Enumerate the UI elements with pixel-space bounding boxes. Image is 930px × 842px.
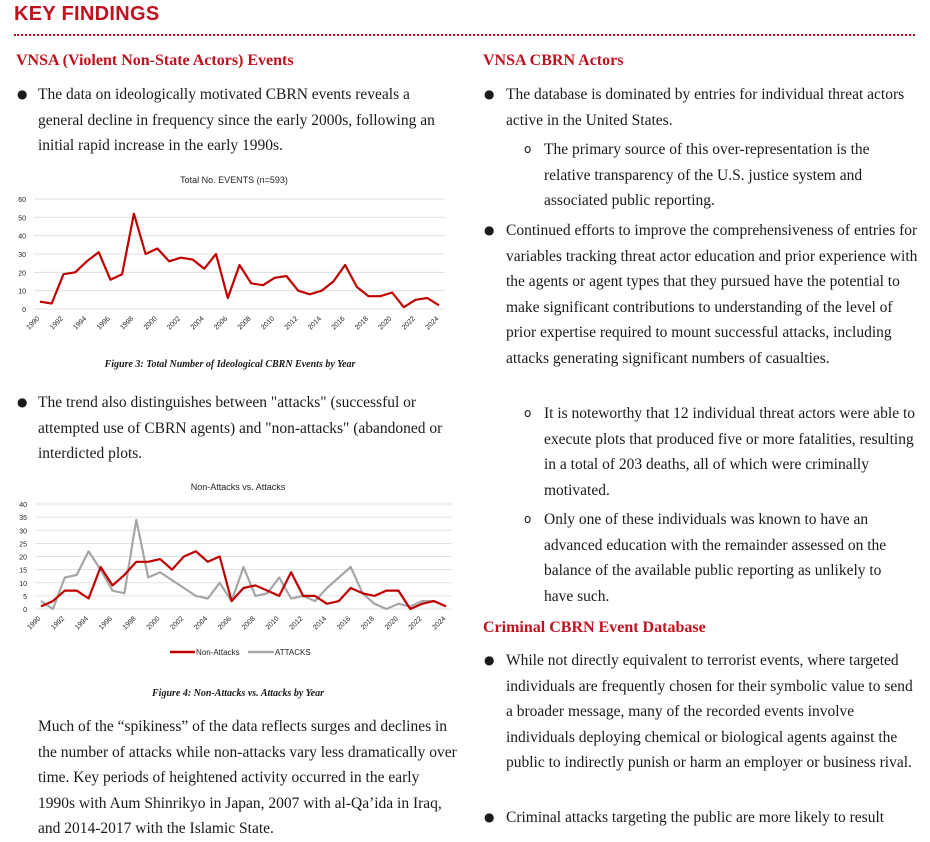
y-tick-label: 50 (18, 215, 26, 222)
x-tick-label: 2012 (289, 615, 305, 631)
x-tick-label: 1992 (50, 615, 66, 631)
criminal-database-heading: Criminal CBRN Event Database (483, 619, 706, 636)
x-tick-label: 2016 (336, 615, 352, 631)
x-tick-label: 2006 (217, 615, 233, 631)
title-divider (14, 34, 915, 36)
y-tick-label: 0 (23, 607, 27, 614)
y-tick-label: 20 (18, 270, 26, 277)
bullet-icon: ● (484, 810, 495, 824)
sub-bullet-icon: o (524, 406, 532, 420)
x-tick-label: 2022 (408, 615, 424, 631)
x-tick-label: 2014 (312, 615, 328, 631)
x-tick-label: 2010 (260, 315, 276, 331)
y-tick-label: 0 (22, 307, 26, 314)
x-tick-label: 1990 (25, 315, 41, 331)
series-line-total (39, 212, 440, 309)
y-tick-label: 10 (18, 289, 26, 296)
sub-bullet-icon: o (524, 142, 532, 156)
x-tick-label: 2002 (166, 315, 182, 331)
y-tick-label: 10 (19, 581, 27, 588)
bullet-icon: ● (17, 395, 28, 409)
bullet-icon: ● (484, 87, 495, 101)
x-tick-label: 2010 (265, 615, 281, 631)
y-tick-label: 20 (19, 555, 27, 562)
bullet-text-comprehensiveness: Continued efforts to improve the compreh… (506, 222, 918, 367)
x-tick-label: 2000 (143, 315, 159, 331)
figure4-caption: Figure 4: Non-Attacks vs. Attacks by Yea… (152, 688, 324, 699)
bullet-text-decline: The data on ideologically motivated CBRN… (38, 86, 435, 154)
x-tick-label: 1992 (49, 315, 65, 331)
x-tick-label: 2024 (431, 615, 447, 631)
bullet-icon: ● (17, 87, 28, 101)
chart-nonattacks-vs-attacks: Non-Attacks vs. Attacks 0 5 10 15 20 25 30 35 40… (19, 482, 452, 657)
x-tick-label: 2008 (237, 315, 253, 331)
x-tick-label: 2008 (241, 615, 257, 631)
x-tick-label: 2012 (284, 315, 300, 331)
bullet-icon: ● (484, 223, 495, 237)
page-title: KEY FINDINGS (14, 3, 160, 25)
bullet-icon: ● (484, 653, 495, 667)
x-tick-label: 2022 (401, 315, 417, 331)
figure3-caption: Figure 3: Total Number of Ideological CB… (104, 359, 356, 370)
x-tick-label: 2020 (378, 315, 394, 331)
chart-total-events: Total No. EVENTS (n=593) 0 10 20 30 40 50 60 19… (18, 175, 445, 331)
x-tick-label: 1996 (98, 615, 114, 631)
x-tick-label: 2000 (146, 615, 162, 631)
x-tick-label: 2004 (193, 615, 209, 631)
x-tick-label: 1994 (72, 315, 88, 331)
series-line-non-attacks (40, 550, 447, 611)
bullet-text-individual-actors: The database is dominated by entries for… (506, 86, 905, 129)
x-tick-label: 2018 (360, 615, 376, 631)
bullet-text-trend: The trend also distinguishes between "at… (38, 394, 443, 462)
legend-nonattacks-label: Non-Attacks (196, 648, 240, 657)
sub-text-transparency: The primary source of this over-represen… (544, 141, 870, 209)
x-tick-label: 1998 (119, 315, 135, 331)
x-tick-label: 2018 (354, 315, 370, 331)
vnsa-events-heading: VNSA (Violent Non-State Actors) Events (16, 52, 294, 69)
x-tick-label: 2004 (190, 315, 206, 331)
y-tick-label: 35 (19, 515, 27, 522)
y-tick-label: 25 (19, 541, 27, 548)
x-tick-label: 1996 (96, 315, 112, 331)
x-tick-label: 2002 (169, 615, 185, 631)
y-tick-label: 15 (19, 568, 27, 575)
x-tick-label: 1990 (26, 615, 42, 631)
x-tick-label: 2014 (307, 315, 323, 331)
y-tick-label: 60 (18, 197, 26, 204)
bullet-text-criminal-events: While not directly equivalent to terrori… (506, 652, 913, 771)
series-line-attacks (40, 518, 447, 611)
sub-bullet-icon: o (524, 512, 532, 526)
vnsa-actors-heading: VNSA CBRN Actors (483, 52, 624, 69)
spikiness-paragraph: Much of the “spikiness” of the data refl… (38, 718, 457, 837)
x-tick-label: 2020 (384, 615, 400, 631)
bullet-text-criminal-attacks: Criminal attacks targeting the public ar… (506, 809, 885, 826)
chart1-title: Total No. EVENTS (n=593) (180, 175, 288, 185)
legend-attacks-label: ATTACKS (275, 648, 311, 657)
x-tick-label: 2016 (331, 315, 347, 331)
x-tick-label: 2006 (213, 315, 229, 331)
y-tick-label: 40 (19, 502, 27, 509)
sub-text-education: Only one of these individuals was known … (544, 511, 887, 605)
y-tick-label: 30 (18, 252, 26, 259)
y-tick-label: 30 (19, 528, 27, 535)
x-tick-label: 1994 (74, 615, 90, 631)
y-tick-label: 5 (23, 594, 27, 601)
x-tick-label: 2024 (424, 315, 440, 331)
chart2-title: Non-Attacks vs. Attacks (191, 482, 286, 492)
sub-text-fatalities: It is noteworthy that 12 individual thre… (544, 405, 916, 499)
y-tick-label: 40 (18, 234, 26, 241)
x-tick-label: 1998 (122, 615, 138, 631)
